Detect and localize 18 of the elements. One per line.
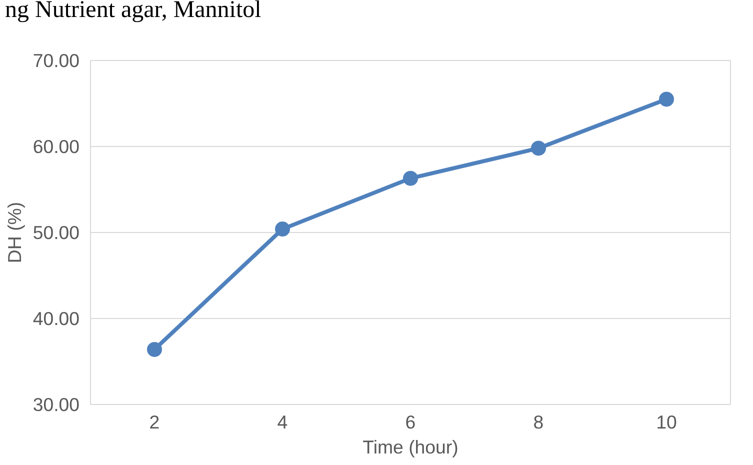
point — [659, 92, 674, 107]
x-tick-label: 2 — [149, 412, 160, 432]
point — [403, 170, 418, 186]
x-axis-title: Time (hour) — [362, 436, 458, 458]
x-tick-label: 10 — [656, 412, 677, 432]
x-tick-label: 6 — [405, 412, 416, 432]
point — [531, 140, 546, 156]
y-tick-label: 30.00 — [32, 394, 80, 415]
y-tick-label: 40.00 — [32, 308, 80, 329]
y-tick-label: 70.00 — [32, 50, 80, 71]
text: ng Nutrient agar, Mannitol — [5, 0, 262, 23]
y-tick-label: 60.00 — [32, 136, 80, 157]
point — [275, 222, 290, 237]
y-axis-title: DH (%) — [4, 202, 25, 264]
y-tick-label: 50.00 — [32, 222, 80, 243]
point — [147, 342, 162, 357]
x-tick-label: 4 — [277, 412, 288, 432]
x-tick-label: 8 — [533, 412, 544, 432]
